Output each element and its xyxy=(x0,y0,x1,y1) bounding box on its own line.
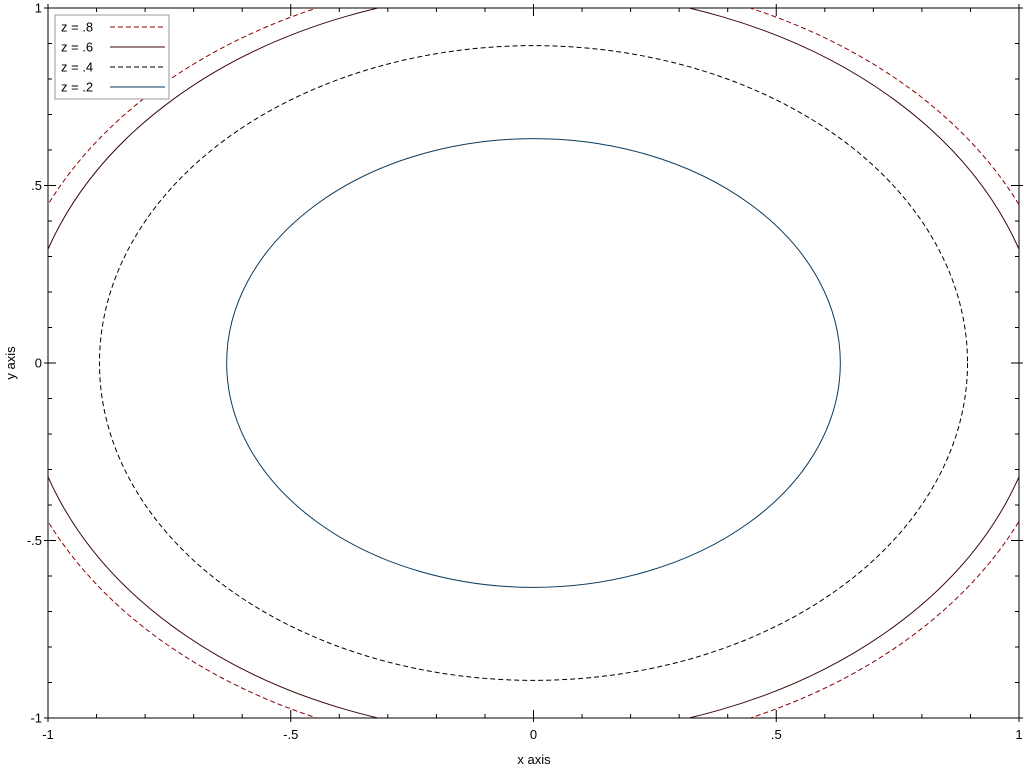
legend-label: z = .2 xyxy=(61,80,93,95)
legend: z = .8 z = .6 z = .4 z = .2 xyxy=(54,14,170,100)
y-tick-label: 1 xyxy=(35,1,42,16)
axis-tick-group xyxy=(44,4,1023,722)
y-tick-label: .5 xyxy=(31,178,42,193)
y-tick-label: -1 xyxy=(30,711,42,726)
contour-lines xyxy=(48,8,1019,718)
minor-tick-group xyxy=(48,8,1019,718)
legend-label: z = .8 xyxy=(61,20,93,35)
plot-area xyxy=(47,7,1020,719)
legend-label: z = .4 xyxy=(61,60,93,75)
y-tick-labels: -1 -.5 0 .5 1 xyxy=(27,1,42,726)
x-axis-title: x axis xyxy=(517,752,551,767)
x-tick-label: .5 xyxy=(771,727,782,742)
x-tick-label: 0 xyxy=(530,727,537,742)
legend-box xyxy=(54,14,170,100)
contour-line-4 xyxy=(226,138,841,588)
y-axis-title: y axis xyxy=(3,346,18,380)
x-tick-labels: -1 -.5 0 .5 1 xyxy=(42,727,1022,742)
x-tick-label: -.5 xyxy=(283,727,298,742)
x-tick-label: -1 xyxy=(42,727,54,742)
y-tick-label: 0 xyxy=(35,356,42,371)
legend-label: z = .6 xyxy=(61,40,93,55)
y-tick-label: -.5 xyxy=(27,533,42,548)
contour-line-3 xyxy=(98,45,969,681)
x-tick-label: 1 xyxy=(1015,727,1022,742)
